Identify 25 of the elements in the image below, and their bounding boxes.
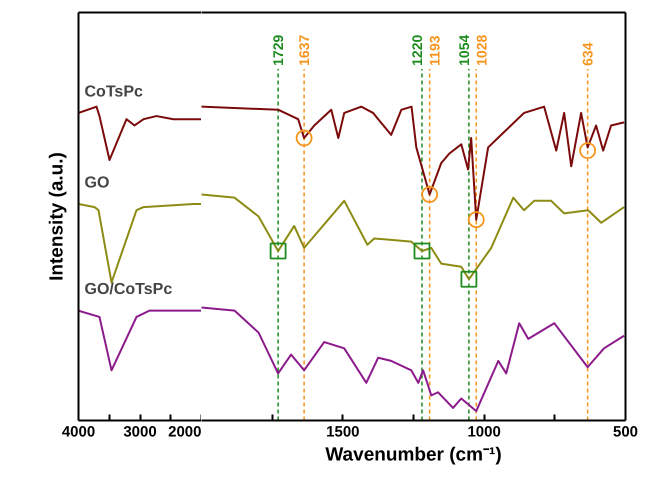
- x-tick-label: 4000: [62, 424, 96, 440]
- point: [460, 270, 478, 288]
- point: [421, 186, 438, 203]
- x-tick-label: 1500: [326, 424, 360, 440]
- series-label: GO: [84, 174, 110, 192]
- ref-line-label: 1193: [426, 35, 443, 66]
- y-axis-title: Intensity (a.u.): [46, 152, 68, 281]
- ref-line-label: 1028: [473, 34, 490, 66]
- point: [296, 130, 313, 146]
- series-label: CoTsPc: [84, 83, 143, 100]
- x-tick-label: 2000: [168, 424, 202, 440]
- point: [414, 242, 430, 260]
- point: [468, 211, 485, 228]
- point: [270, 242, 287, 260]
- x-tick-label: 1000: [467, 424, 501, 440]
- x-tick-label: 3000: [123, 424, 157, 440]
- x-axis-title: Wavenumber (cm⁻¹): [325, 444, 502, 466]
- ref-line-label: 1054: [456, 34, 472, 66]
- ref-line-label: 634: [580, 42, 596, 66]
- series-label: GO/CoTsPc: [84, 281, 172, 298]
- x-tick-label: 500: [612, 424, 638, 440]
- ref-line-label: 1220: [408, 34, 425, 66]
- ref-line-label: 1637: [296, 34, 312, 66]
- point: [579, 142, 596, 159]
- ref-line-label: 1729: [270, 34, 286, 66]
